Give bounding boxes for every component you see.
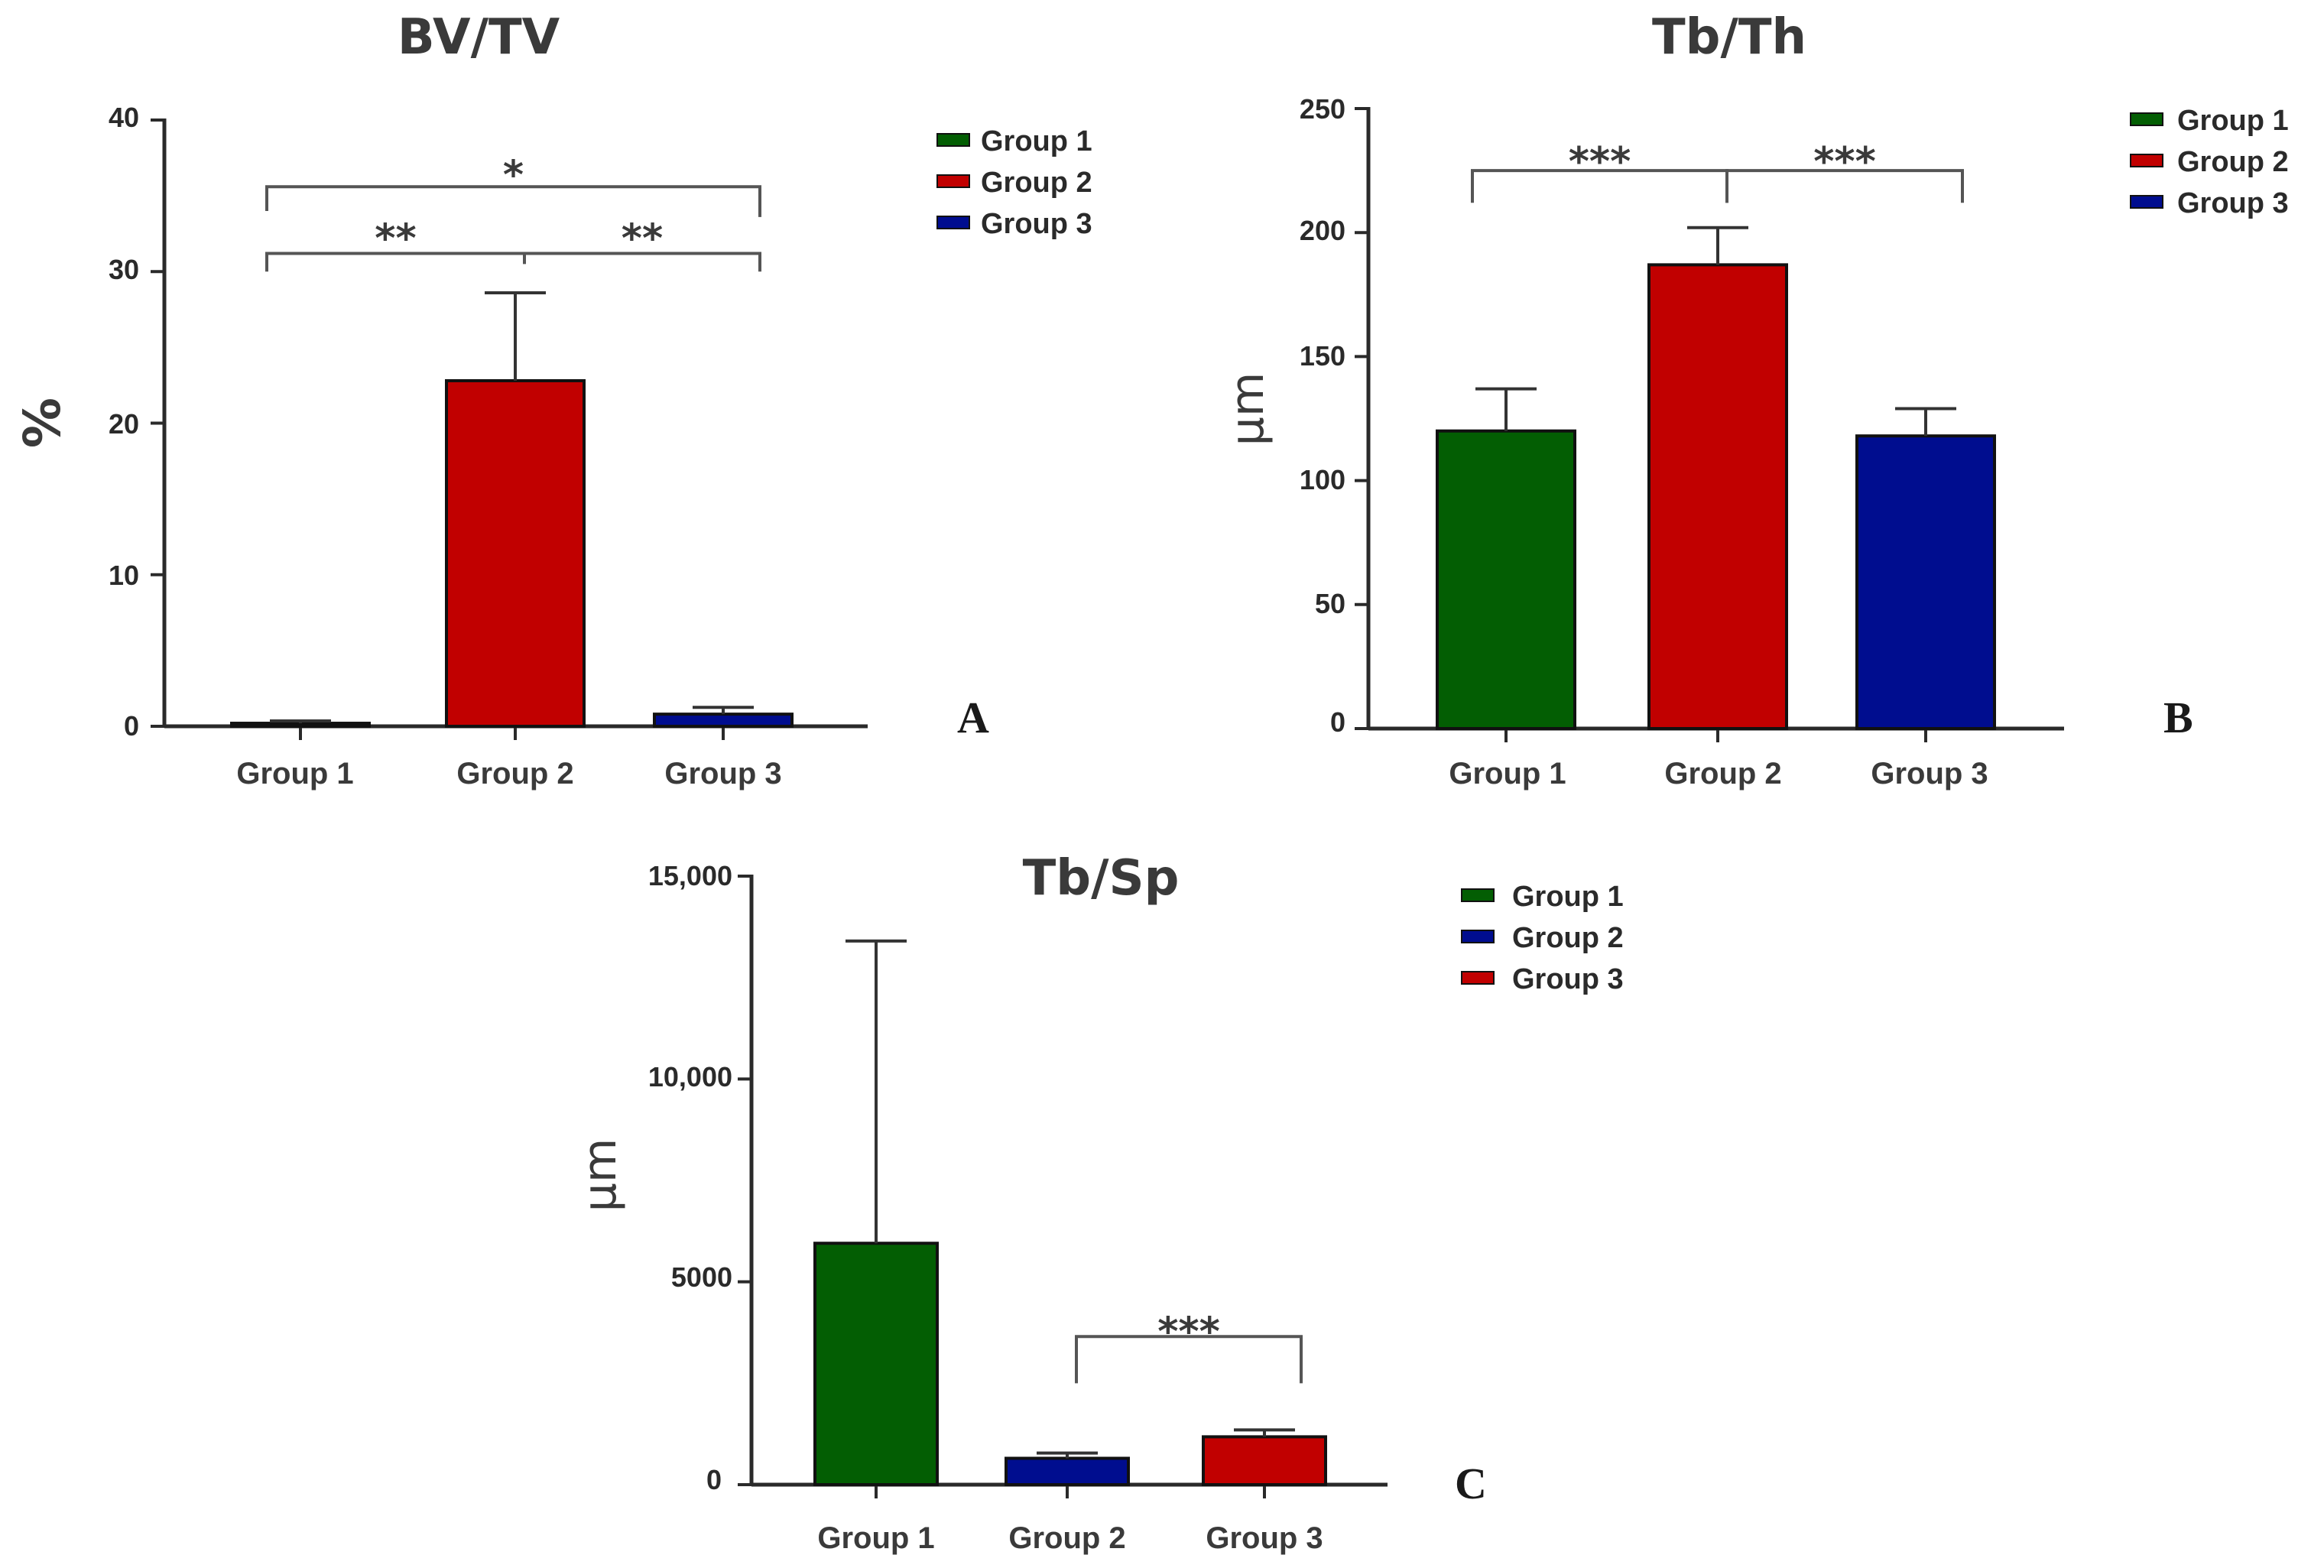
panel-c-title: Tb/Sp <box>1023 850 1180 907</box>
panel-b: Tb/Th μm 0 50 100 150 200 250 Group 1 Gr… <box>1221 9 2289 790</box>
chart-marks: ** *** *** ****** <box>151 107 2064 1498</box>
panel-c-category-label: Group 1 <box>817 1521 934 1555</box>
panel-b-legend-swatch-group-2 <box>2130 154 2163 167</box>
panel-a-ytick-label: 20 <box>109 408 139 440</box>
panel-a-legend-label: Group 2 <box>981 167 1092 199</box>
panel-b-bar <box>1647 263 1788 730</box>
panel-a-significance-bracket <box>265 185 761 217</box>
panel-a-title: BV/TV <box>398 9 560 66</box>
panel-a-legend-label: Group 1 <box>981 125 1092 157</box>
panel-c-legend-swatch-group-1 <box>1461 888 1495 902</box>
panel-c-bar <box>813 1242 939 1486</box>
panel-a-ytick-label: 40 <box>109 102 139 133</box>
panel-c-significance-bracket <box>1075 1335 1303 1384</box>
panel-b-legend-swatch-group-3 <box>2130 195 2163 209</box>
panel-b-ytick-label: 100 <box>1300 464 1345 495</box>
panel-b-legend-label: Group 3 <box>2177 187 2289 219</box>
panel-c-bar <box>1005 1456 1130 1487</box>
panel-b-y-axis-label: μm <box>1221 372 1274 446</box>
panel-a-y-axis-label: % <box>13 398 72 448</box>
panel-b-title: Tb/Th <box>1652 9 1806 66</box>
panel-b-ytick-label: 200 <box>1300 215 1345 246</box>
panel-a-category-label: Group 2 <box>456 757 573 790</box>
panel-b-category-label: Group 1 <box>1449 757 1566 790</box>
panel-a-significance-label: ** <box>375 216 416 262</box>
panel-a-significance-label: ** <box>622 216 663 262</box>
panel-c-y-axis-label: μm <box>573 1138 627 1213</box>
panel-a-bar <box>445 378 586 728</box>
panel-b-legend-label: Group 1 <box>2177 105 2289 137</box>
panel-c-significance-label: *** <box>1157 1310 1220 1355</box>
panel-a-legend-label: Group 3 <box>981 208 1092 240</box>
panel-a-ytick-label: 10 <box>109 560 139 591</box>
panel-b-significance-label: *** <box>1813 139 1876 185</box>
panel-a-ytick-label: 0 <box>124 710 139 742</box>
panel-c-legend-swatch-group-2 <box>1461 930 1495 943</box>
panel-c-letter: C <box>1455 1459 1487 1508</box>
panel-a-legend-swatch-group-2 <box>936 174 970 188</box>
panel-b-legend-swatch-group-1 <box>2130 112 2163 126</box>
panel-a-significance-bracket <box>523 252 761 272</box>
panel-c-legend-swatch-group-3 <box>1461 971 1495 985</box>
panel-b-significance-bracket <box>1725 169 1964 203</box>
panel-c-category-label: Group 2 <box>1008 1521 1125 1555</box>
panel-b-ytick-label: 0 <box>1330 706 1345 738</box>
panel-b-ytick-label: 250 <box>1300 93 1345 125</box>
panel-c-legend: Group 1 Group 2 Group 3 <box>1461 881 1624 995</box>
panel-c-legend-label: Group 2 <box>1512 922 1624 954</box>
panel-b-category-label: Group 2 <box>1664 757 1781 790</box>
panel-b-ytick-label: 150 <box>1300 340 1345 372</box>
panel-c-ytick-label: 15,000 <box>648 860 732 891</box>
panel-a-legend-swatch-group-3 <box>936 216 970 229</box>
panel-b-bar <box>1855 434 1996 730</box>
panel-b-legend-label: Group 2 <box>2177 146 2289 178</box>
panel-a-bar <box>653 713 794 729</box>
panel-c-ytick-label: 5000 <box>671 1261 732 1293</box>
panel-c-legend-label: Group 1 <box>1512 881 1624 913</box>
panel-a-bar <box>230 722 371 728</box>
panel-b-ytick-label: 50 <box>1315 588 1345 619</box>
panel-c-category-label: Group 3 <box>1206 1521 1323 1555</box>
panel-c-legend-label: Group 3 <box>1512 963 1624 995</box>
panel-b-category-label: Group 3 <box>1871 757 1988 790</box>
panel-a-category-label: Group 1 <box>236 757 353 790</box>
panel-a-legend-swatch-group-1 <box>936 133 970 147</box>
panel-b-bar <box>1436 429 1576 730</box>
panel-c-bar <box>1202 1435 1327 1487</box>
panel-a-letter: A <box>957 693 989 742</box>
panel-a-category-label: Group 3 <box>664 757 781 790</box>
panel-b-letter: B <box>2163 693 2193 742</box>
panel-c-ytick-label: 10,000 <box>648 1061 732 1092</box>
panel-a-ytick-label: 30 <box>109 254 139 285</box>
panel-b-significance-label: *** <box>1569 139 1631 185</box>
panel-a: BV/TV % 0 10 20 30 40 Group 1 Group 2 Gr… <box>13 9 1092 790</box>
panel-a-significance-label: * <box>503 152 524 198</box>
panel-b-legend: Group 1 Group 2 Group 3 <box>2130 105 2289 219</box>
panel-a-legend: Group 1 Group 2 Group 3 <box>936 125 1092 240</box>
panel-c-ytick-label: 0 <box>706 1464 722 1495</box>
panel-c: Tb/Sp μm 0 5000 10,000 15,000 Group 1 Gr… <box>573 850 1624 1555</box>
